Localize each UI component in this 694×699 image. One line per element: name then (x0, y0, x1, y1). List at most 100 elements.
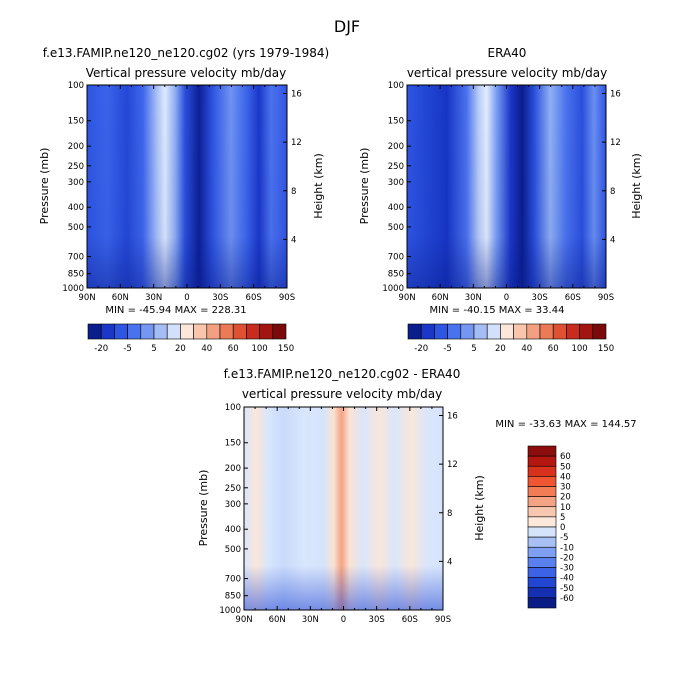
panel-model-subtitle: Vertical pressure velocity mb/day (86, 66, 287, 80)
colorbar-swatch (206, 323, 221, 340)
y-tick-label: 1000 (219, 606, 241, 616)
panel-model-xticks: 90N 60N 30N 0 30S 60S 90S (78, 85, 295, 303)
y-tick-label: 850 (68, 270, 84, 280)
x-tick-label: 60S (565, 293, 581, 303)
colorbar-swatch (153, 323, 168, 340)
panel-era40-subtitle: vertical pressure velocity mb/day (407, 66, 607, 80)
colorbar-swatch (272, 323, 287, 340)
x-tick-label: 60N (112, 293, 129, 303)
y-tick-label: 700 (388, 253, 404, 263)
colorbar-swatch (246, 323, 260, 340)
panel-difference-title: f.e13.FAMIP.ne120_ne120.cg02 - ERA40 (224, 367, 461, 381)
y2-tick-label: 16 (447, 412, 458, 422)
x-tick-label: 90S (279, 293, 295, 303)
y2-tick-label: 4 (610, 235, 615, 245)
colorbar-swatch (232, 323, 247, 340)
colorbar-model: -20 -5 5 20 40 60 100 150 (87, 323, 294, 354)
colorbar-swatch (166, 323, 181, 340)
colorbar-label: 20 (175, 344, 186, 354)
colorbar-label: -20 (94, 344, 108, 354)
colorbar-swatch (259, 323, 274, 340)
panel-difference-xticks: 90N 60N 30N 0 30S 60S 90S (235, 407, 451, 625)
colorbar-swatch (87, 323, 102, 340)
x-tick-label: 60N (269, 615, 286, 625)
y-tick-label: 250 (388, 162, 404, 172)
colorbar-swatch (579, 323, 594, 340)
y-tick-label: 250 (225, 484, 241, 494)
panel-era40-y2label: Height (km) (630, 153, 643, 219)
colorbar-swatch (592, 323, 607, 340)
colorbar-label: -5 (123, 344, 131, 354)
colorbar-swatch (527, 557, 557, 568)
panel-era40-y2ticks: 16 12 8 4 (602, 90, 621, 245)
colorbar-swatch (100, 323, 115, 340)
y-tick-label: 1000 (382, 284, 404, 294)
panel-difference-subtitle: vertical pressure velocity mb/day (242, 387, 442, 401)
colorbar-label: 0 (560, 523, 565, 533)
colorbar-swatch (434, 323, 448, 340)
y2-tick-label: 12 (610, 138, 621, 148)
panel-era40-surface-shade (407, 85, 606, 288)
colorbar-swatch (420, 323, 435, 340)
colorbar-label: 100 (571, 344, 587, 354)
colorbar-label: 60 (560, 452, 571, 462)
colorbar-swatch (527, 455, 557, 467)
panel-model-y2ticks: 16 12 8 4 (283, 90, 302, 245)
y-tick-label: 400 (388, 203, 404, 213)
x-tick-label: 30N (465, 293, 482, 303)
colorbar-swatch (527, 516, 557, 528)
colorbar-label: 60 (548, 344, 559, 354)
colorbar-label: -40 (560, 574, 574, 584)
colorbar-swatch (527, 476, 557, 487)
panel-model-y2label: Height (km) (312, 153, 325, 219)
colorbar-swatch (527, 496, 557, 508)
panel-difference-y2label: Height (km) (473, 475, 486, 541)
x-tick-label: 60N (432, 293, 449, 303)
y-tick-label: 850 (388, 270, 404, 280)
colorbar-swatch (460, 323, 475, 340)
panel-difference-ylabel: Pressure (mb) (197, 470, 210, 547)
y-tick-label: 300 (68, 178, 84, 188)
colorbar-swatch (566, 323, 580, 340)
colorbar-swatch (527, 587, 557, 599)
y-tick-label: 500 (68, 223, 84, 233)
colorbar-swatch (527, 465, 557, 477)
panel-model-ylabel: Pressure (mb) (38, 148, 51, 225)
colorbar-label: 60 (228, 344, 239, 354)
y-tick-label: 150 (388, 117, 404, 127)
colorbar-label: 150 (278, 344, 294, 354)
panel-model-title: f.e13.FAMIP.ne120_ne120.cg02 (yrs 1979-1… (43, 46, 330, 60)
y-tick-label: 300 (388, 178, 404, 188)
y-tick-label: 100 (388, 81, 404, 91)
panel-era40-ylabel: Pressure (mb) (358, 148, 371, 225)
colorbar-swatch (527, 526, 557, 538)
panel-difference-surface-shade (244, 407, 443, 610)
x-tick-label: 90N (78, 293, 95, 303)
y-tick-label: 500 (388, 223, 404, 233)
y2-tick-label: 4 (291, 235, 296, 245)
colorbar-swatch (193, 323, 208, 340)
panel-era40: ERA40 vertical pressure velocity mb/day … (358, 46, 643, 316)
y-tick-label: 1000 (62, 284, 84, 294)
y-tick-label: 250 (68, 162, 84, 172)
colorbar-swatch (539, 323, 554, 340)
panel-difference-y2ticks: 16 12 8 4 (439, 412, 458, 567)
x-tick-label: 90S (598, 293, 614, 303)
x-tick-label: 30S (369, 615, 385, 625)
y-tick-label: 200 (225, 464, 241, 474)
colorbar-swatch (486, 323, 501, 340)
y-tick-label: 200 (68, 142, 84, 152)
colorbar-label: -50 (560, 584, 574, 594)
colorbar-label: -60 (560, 594, 574, 604)
y-tick-label: 700 (68, 253, 84, 263)
y-tick-label: 500 (225, 545, 241, 555)
y2-tick-label: 16 (291, 90, 302, 100)
y-tick-label: 150 (68, 117, 84, 127)
panel-difference-yticks: 100 150 200 250 300 400 500 700 850 1000 (219, 403, 248, 616)
figure-title: DJF (334, 17, 360, 36)
x-tick-label: 30N (302, 615, 319, 625)
panel-model-surface-shade (87, 85, 287, 288)
panel-model-minmax: MIN = -45.94 MAX = 228.31 (105, 305, 246, 316)
y-tick-label: 400 (68, 203, 84, 213)
colorbar-label: 30 (560, 483, 571, 493)
